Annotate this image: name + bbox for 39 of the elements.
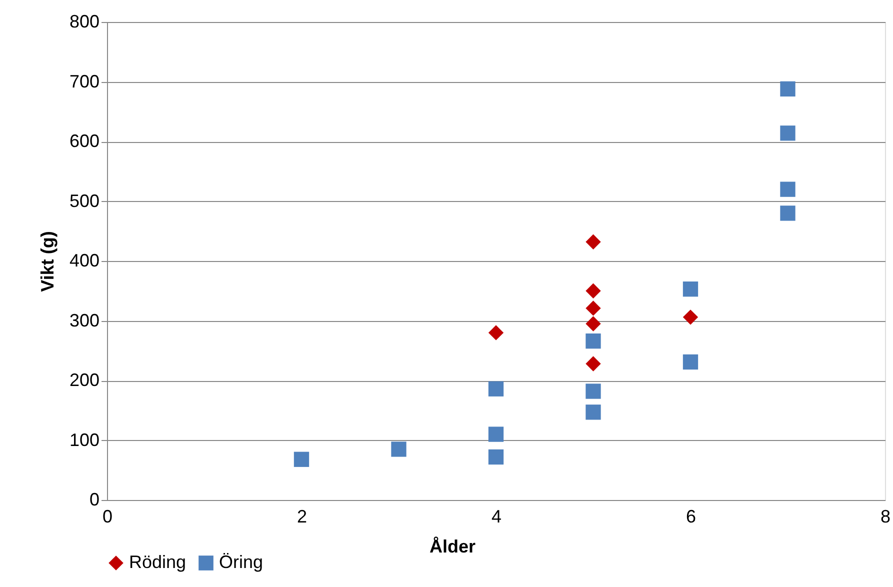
x-tick-label: 0 [102, 506, 113, 526]
point [780, 126, 796, 141]
point [586, 283, 601, 298]
point [488, 449, 504, 465]
point [586, 333, 601, 349]
y-tick-label: 500 [69, 190, 100, 211]
point [488, 426, 504, 442]
y-axis-title: Vikt (g) [37, 231, 58, 292]
x-tick-label: 8 [880, 506, 891, 526]
x-tick-label: 4 [491, 506, 502, 526]
point [780, 81, 796, 97]
y-tick-label: 400 [69, 250, 100, 270]
point [586, 404, 601, 420]
point [488, 325, 504, 340]
y-tick-label: 100 [69, 430, 100, 450]
y-tick-label: 700 [69, 71, 100, 92]
y-tick-label: 200 [69, 370, 100, 390]
y-tick-label: 300 [69, 310, 100, 330]
x-tick-label: 2 [296, 506, 308, 526]
point [586, 384, 601, 399]
x-tick-label: 6 [686, 506, 696, 526]
point [780, 182, 796, 197]
legend-label: Röding [129, 552, 186, 572]
y-tick-label: 0 [89, 490, 100, 510]
y-tick-label: 600 [69, 131, 100, 151]
point [391, 442, 406, 457]
point [682, 310, 698, 325]
point [586, 300, 601, 316]
point [780, 206, 796, 221]
point [586, 356, 601, 372]
point [586, 316, 601, 332]
point [294, 452, 310, 467]
x-axis-title: Ålder [429, 536, 476, 556]
y-tick-label: 800 [69, 12, 100, 32]
point [586, 234, 601, 250]
legend-label: Öring [219, 552, 264, 572]
point [488, 381, 504, 396]
point [682, 282, 698, 297]
point [682, 354, 698, 370]
